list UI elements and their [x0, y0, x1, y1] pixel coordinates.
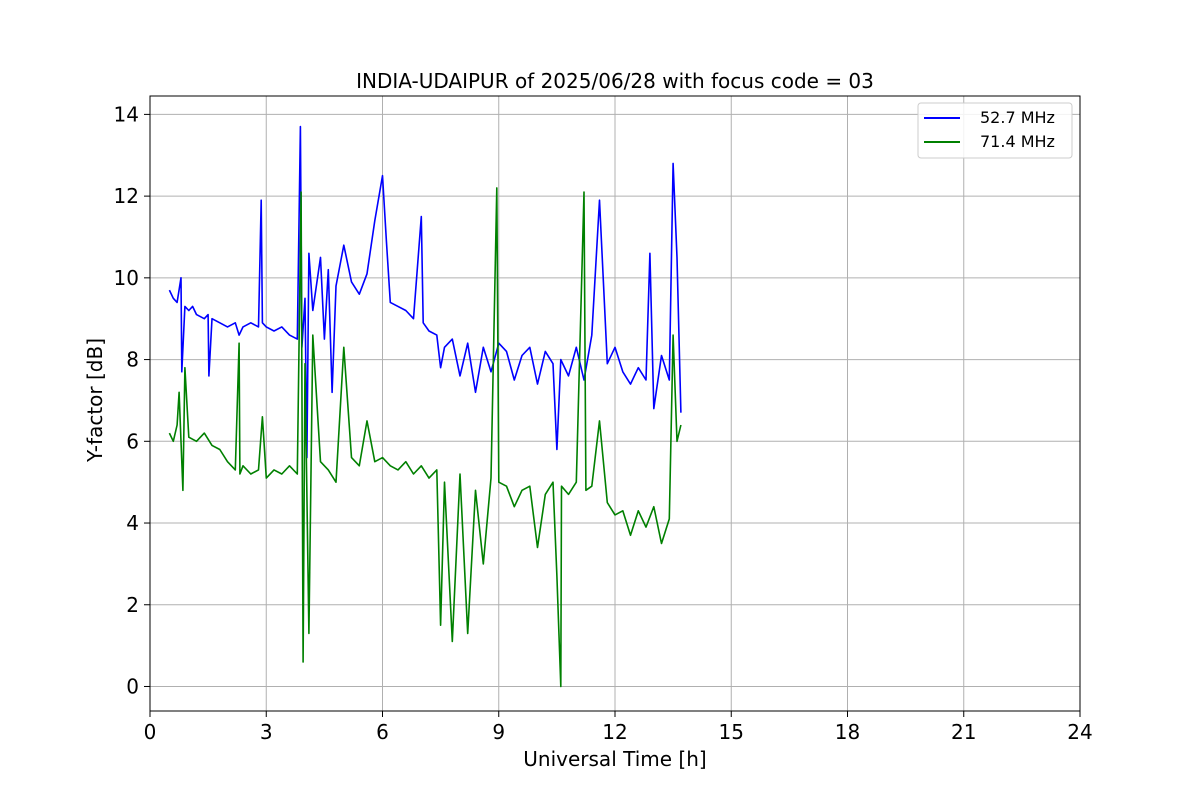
x-axis-label: Universal Time [h] — [523, 747, 706, 771]
y-tick-label: 8 — [126, 348, 139, 372]
legend: 52.7 MHz 71.4 MHz — [917, 102, 1073, 159]
series-line-1 — [168, 187, 682, 688]
x-tick-label: 6 — [376, 720, 389, 744]
legend-label: 71.4 MHz — [980, 132, 1055, 151]
y-tick-label: 6 — [126, 429, 139, 453]
y-tick-label: 2 — [126, 593, 139, 617]
y-tick-label: 10 — [114, 266, 139, 290]
series-line-0 — [168, 125, 682, 459]
x-tick-label: 9 — [492, 720, 505, 744]
y-tick-label: 12 — [114, 184, 139, 208]
series-layer — [168, 125, 682, 688]
y-axis-ticks: 0 2 4 6 8 10 12 14 — [114, 102, 150, 698]
x-tick-label: 18 — [835, 720, 860, 744]
x-tick-label: 12 — [602, 720, 627, 744]
x-tick-label: 24 — [1067, 720, 1092, 744]
y-axis-label: Y-factor [dB] — [83, 338, 107, 463]
chart-title: INDIA-UDAIPUR of 2025/06/28 with focus c… — [356, 69, 874, 93]
y-tick-label: 0 — [126, 674, 139, 698]
y-tick-label: 14 — [114, 102, 139, 126]
legend-box — [917, 102, 1073, 159]
x-tick-label: 3 — [260, 720, 273, 744]
y-tick-label: 4 — [126, 511, 139, 535]
x-axis-ticks: 0 3 6 9 12 15 18 21 24 — [144, 711, 1093, 744]
x-tick-label: 0 — [144, 720, 157, 744]
x-tick-label: 21 — [951, 720, 976, 744]
x-tick-label: 15 — [719, 720, 744, 744]
legend-label: 52.7 MHz — [980, 108, 1055, 127]
